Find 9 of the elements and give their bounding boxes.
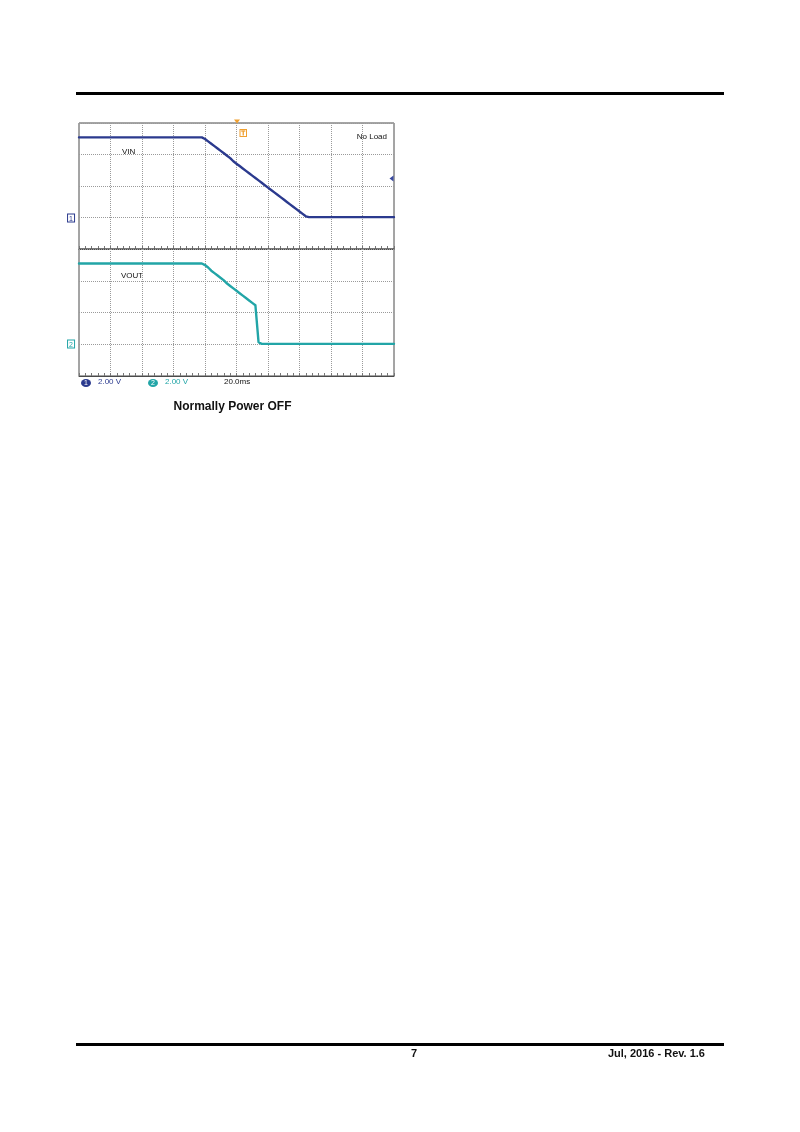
annotation: No Load	[356, 132, 387, 141]
text: Jul, 2016 - Rev. 1.6	[607, 1046, 705, 1059]
text: 7	[410, 1046, 418, 1059]
text: Normally Power OFF	[173, 399, 292, 413]
series-label: VOUT	[121, 270, 144, 280]
text: 2.00 V	[165, 377, 189, 386]
text: 2.00 V	[98, 377, 122, 386]
series-label: VIN	[122, 146, 136, 156]
text: 20.0ms	[224, 376, 251, 386]
